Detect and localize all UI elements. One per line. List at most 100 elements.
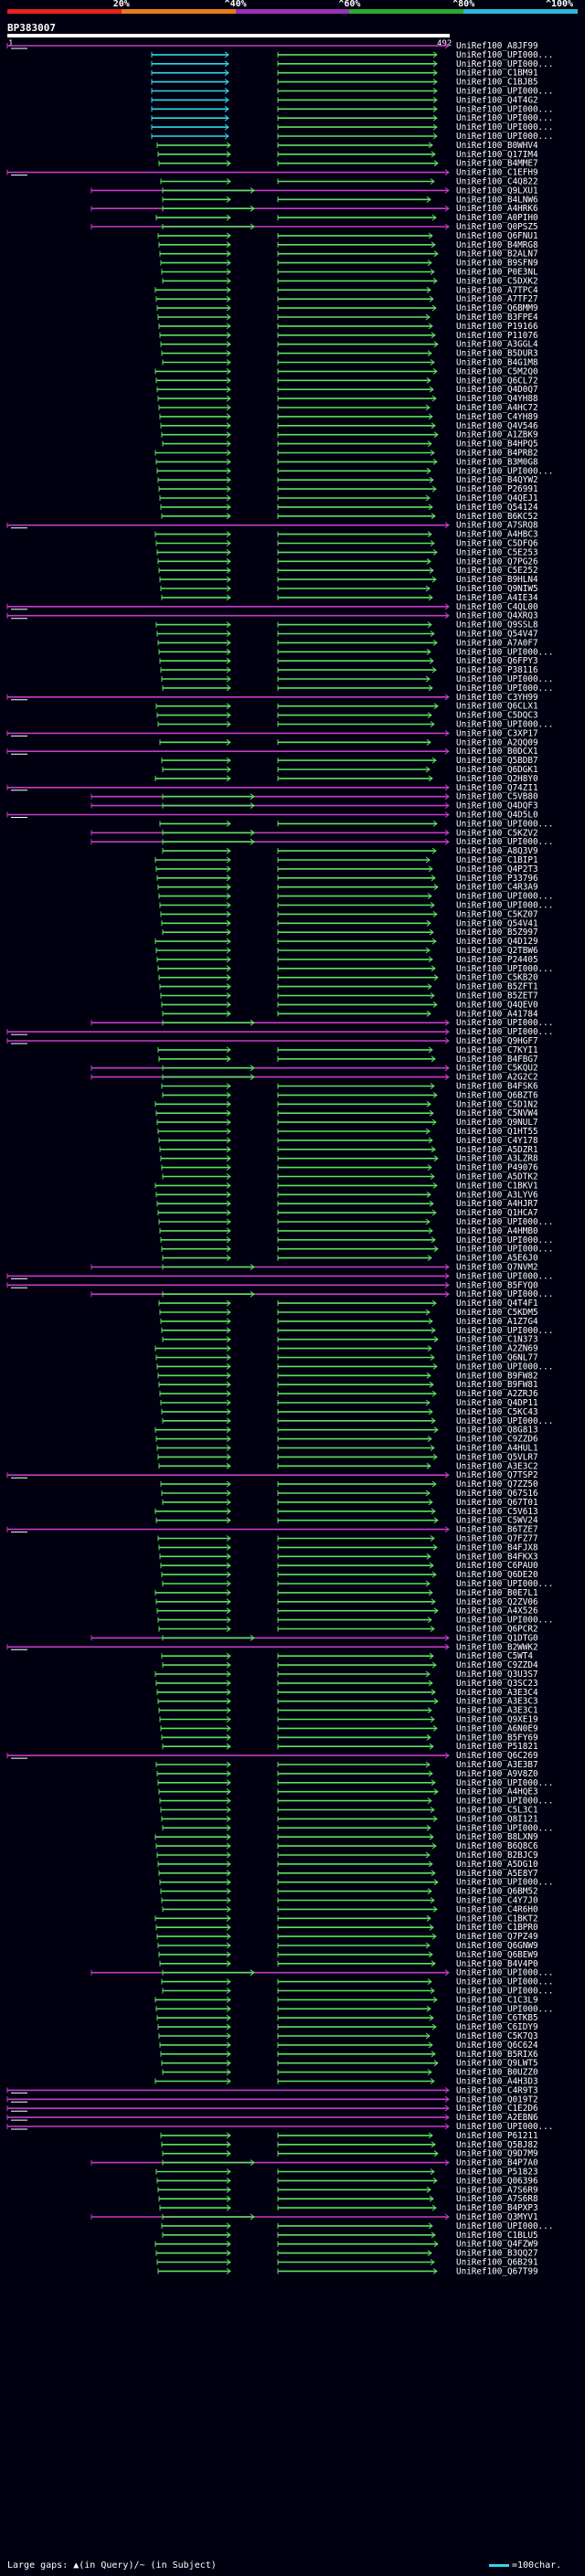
- hit-name[interactable]: UniRef100_C1EFH9: [456, 168, 538, 178]
- hit-name[interactable]: UniRef100_B8LXN9: [456, 1832, 538, 1842]
- hit-name[interactable]: UniRef100_A2EBN6: [456, 2113, 538, 2123]
- hit-name[interactable]: UniRef100_Q4XRQ3: [456, 611, 538, 621]
- hit-name[interactable]: UniRef100_Q5BDB7: [456, 756, 538, 766]
- hit-name[interactable]: UniRef100_B2ALN7: [456, 249, 538, 260]
- hit-name[interactable]: UniRef100_UPI000...: [456, 2004, 553, 2014]
- hit-name[interactable]: UniRef100_Q4FZW9: [456, 2240, 538, 2250]
- hit-name[interactable]: UniRef100_Q4QEJ1: [456, 493, 538, 504]
- hit-name[interactable]: UniRef100_Q4DQF3: [456, 801, 538, 811]
- hit-name[interactable]: UniRef100_C4R6H0: [456, 1904, 538, 1914]
- hit-name[interactable]: UniRef100_A41784: [456, 1009, 538, 1019]
- hit-name[interactable]: UniRef100_Q019T2: [456, 2094, 538, 2104]
- hit-name[interactable]: UniRef100_C1C3L9: [456, 1995, 538, 2005]
- hit-name[interactable]: UniRef100_Q6GNW9: [456, 1941, 538, 1951]
- hit-name[interactable]: UniRef100_A4HQE3: [456, 1787, 538, 1797]
- hit-name[interactable]: UniRef100_Q4DP11: [456, 1398, 538, 1408]
- hit-name[interactable]: UniRef100_Q54124: [456, 503, 538, 513]
- hit-name[interactable]: UniRef100_Q6DE20: [456, 1570, 538, 1580]
- hit-name[interactable]: UniRef100_A6N0E9: [456, 1723, 538, 1733]
- hit-name[interactable]: UniRef100_C9ZZD6: [456, 1435, 538, 1445]
- hit-name[interactable]: UniRef100_Q4QEV0: [456, 1000, 538, 1010]
- hit-name[interactable]: UniRef100_Q2ZV06: [456, 1597, 538, 1607]
- hit-name[interactable]: UniRef100_UPI000...: [456, 1326, 553, 1336]
- hit-name[interactable]: UniRef100_Q6BMM9: [456, 303, 538, 313]
- hit-name[interactable]: UniRef100_Q6BEW9: [456, 1950, 538, 1960]
- hit-name[interactable]: UniRef100_A7TPC4: [456, 285, 538, 295]
- hit-name[interactable]: UniRef100_C5KDM5: [456, 1308, 538, 1318]
- hit-name[interactable]: UniRef100_Q4D5L0: [456, 811, 538, 821]
- hit-name[interactable]: UniRef100_C4R9T3: [456, 2085, 538, 2095]
- hit-name[interactable]: UniRef100_C5M2Q0: [456, 366, 538, 376]
- hit-name[interactable]: UniRef100_Q17IM4: [456, 150, 538, 160]
- hit-name[interactable]: UniRef100_Q9LWT5: [456, 2059, 538, 2069]
- hit-name[interactable]: UniRef100_C5DXK2: [456, 276, 538, 286]
- hit-name[interactable]: UniRef100_Q6CL72: [456, 376, 538, 386]
- hit-name[interactable]: UniRef100_C5K7Q3: [456, 2031, 538, 2041]
- hit-name[interactable]: UniRef100_A0PIH0: [456, 213, 538, 223]
- hit-name[interactable]: UniRef100_C5NVW4: [456, 1108, 538, 1118]
- hit-name[interactable]: UniRef100_Q7PZ49: [456, 1932, 538, 1942]
- hit-name[interactable]: UniRef100_Q54V47: [456, 630, 538, 640]
- hit-name[interactable]: UniRef100_P24405: [456, 955, 538, 965]
- hit-name[interactable]: UniRef100_A3E3C2: [456, 1461, 538, 1471]
- hit-name[interactable]: UniRef100_C6TKB5: [456, 2013, 538, 2023]
- hit-name[interactable]: UniRef100_Q1HCA7: [456, 1208, 538, 1218]
- hit-name[interactable]: UniRef100_C1BLU5: [456, 2231, 538, 2241]
- hit-name[interactable]: UniRef100_C1N373: [456, 1335, 538, 1345]
- hit-name[interactable]: UniRef100_B0E7L1: [456, 1588, 538, 1598]
- hit-name[interactable]: UniRef100_C9ZZD4: [456, 1660, 538, 1670]
- hit-name[interactable]: UniRef100_C5D1N2: [456, 1099, 538, 1109]
- hit-name[interactable]: UniRef100_C4YH89: [456, 412, 538, 422]
- hit-name[interactable]: UniRef100_P26991: [456, 484, 538, 494]
- hit-name[interactable]: UniRef100_UPI000...: [456, 1579, 553, 1589]
- hit-name[interactable]: UniRef100_A7SRQ8: [456, 521, 538, 531]
- hit-name[interactable]: UniRef100_B4FJX8: [456, 1542, 538, 1553]
- hit-name[interactable]: UniRef100_C6IDY9: [456, 2022, 538, 2032]
- hit-name[interactable]: UniRef100_UPI000...: [456, 1271, 553, 1281]
- hit-name[interactable]: UniRef100_UPI000...: [456, 1878, 553, 1888]
- hit-name[interactable]: UniRef100_UPI000...: [456, 1018, 553, 1028]
- hit-name[interactable]: UniRef100_Q67S16: [456, 1489, 538, 1499]
- hit-name[interactable]: UniRef100_Q9NUL7: [456, 1118, 538, 1128]
- hit-name[interactable]: UniRef100_Q6B291: [456, 2258, 538, 2268]
- hit-name[interactable]: UniRef100_Q9SSL8: [456, 620, 538, 631]
- hit-name[interactable]: UniRef100_UPI000...: [456, 1616, 553, 1626]
- hit-name[interactable]: UniRef100_UPI000...: [456, 50, 553, 60]
- hit-name[interactable]: UniRef100_A7S6R8: [456, 2194, 538, 2204]
- hit-name[interactable]: UniRef100_UPI000...: [456, 1362, 553, 1372]
- hit-name[interactable]: UniRef100_UPI000...: [456, 1245, 553, 1255]
- hit-name[interactable]: UniRef100_UPI000...: [456, 1968, 553, 1978]
- hit-name[interactable]: UniRef100_Q3MYV1: [456, 2212, 538, 2222]
- hit-name[interactable]: UniRef100_C5L3C1: [456, 1806, 538, 1816]
- hit-name[interactable]: UniRef100_Q6FNU1: [456, 231, 538, 241]
- hit-name[interactable]: UniRef100_B2WWK2: [456, 1642, 538, 1652]
- hit-name[interactable]: UniRef100_UPI000...: [456, 1235, 553, 1246]
- hit-name[interactable]: UniRef100_Q5BJ82: [456, 2140, 538, 2150]
- hit-name[interactable]: UniRef100_Q4V546: [456, 421, 538, 431]
- hit-name[interactable]: UniRef100_A4H3D3: [456, 2077, 538, 2087]
- hit-name[interactable]: UniRef100_C5KB20: [456, 973, 538, 983]
- hit-name[interactable]: UniRef100_Q7ZZ50: [456, 1479, 538, 1489]
- hit-name[interactable]: UniRef100_A3E3C1: [456, 1706, 538, 1716]
- hit-name[interactable]: UniRef100_UPI000...: [456, 104, 553, 114]
- hit-name[interactable]: UniRef100_C5KZ07: [456, 909, 538, 919]
- hit-name[interactable]: UniRef100_P61211: [456, 2131, 538, 2141]
- hit-name[interactable]: UniRef100_A7A0F7: [456, 638, 538, 648]
- hit-name[interactable]: UniRef100_B6Q8C6: [456, 1841, 538, 1851]
- hit-name[interactable]: UniRef100_A5E8Y7: [456, 1869, 538, 1879]
- hit-name[interactable]: UniRef100_A4X526: [456, 1606, 538, 1617]
- hit-name[interactable]: UniRef100_UPI000...: [456, 837, 553, 847]
- hit-name[interactable]: UniRef100_A5E6J0: [456, 1254, 538, 1264]
- hit-name[interactable]: UniRef100_Q0PSZ5: [456, 222, 538, 232]
- hit-name[interactable]: UniRef100_A5DG10: [456, 1860, 538, 1870]
- hit-name[interactable]: UniRef100_Q67T01: [456, 1498, 538, 1508]
- hit-name[interactable]: UniRef100_B4G1M8: [456, 358, 538, 368]
- hit-name[interactable]: UniRef100_Q9D7M9: [456, 2149, 538, 2159]
- hit-name[interactable]: UniRef100_B4PRB2: [456, 449, 538, 459]
- hit-name[interactable]: UniRef100_B4QYW2: [456, 475, 538, 485]
- hit-name[interactable]: UniRef100_Q6DGK1: [456, 765, 538, 775]
- hit-name[interactable]: UniRef100_A4HUL1: [456, 1444, 538, 1454]
- hit-name[interactable]: UniRef100_P49076: [456, 1163, 538, 1173]
- hit-name[interactable]: UniRef100_Q4P2T3: [456, 864, 538, 875]
- hit-name[interactable]: UniRef100_Q6BZT6: [456, 1090, 538, 1100]
